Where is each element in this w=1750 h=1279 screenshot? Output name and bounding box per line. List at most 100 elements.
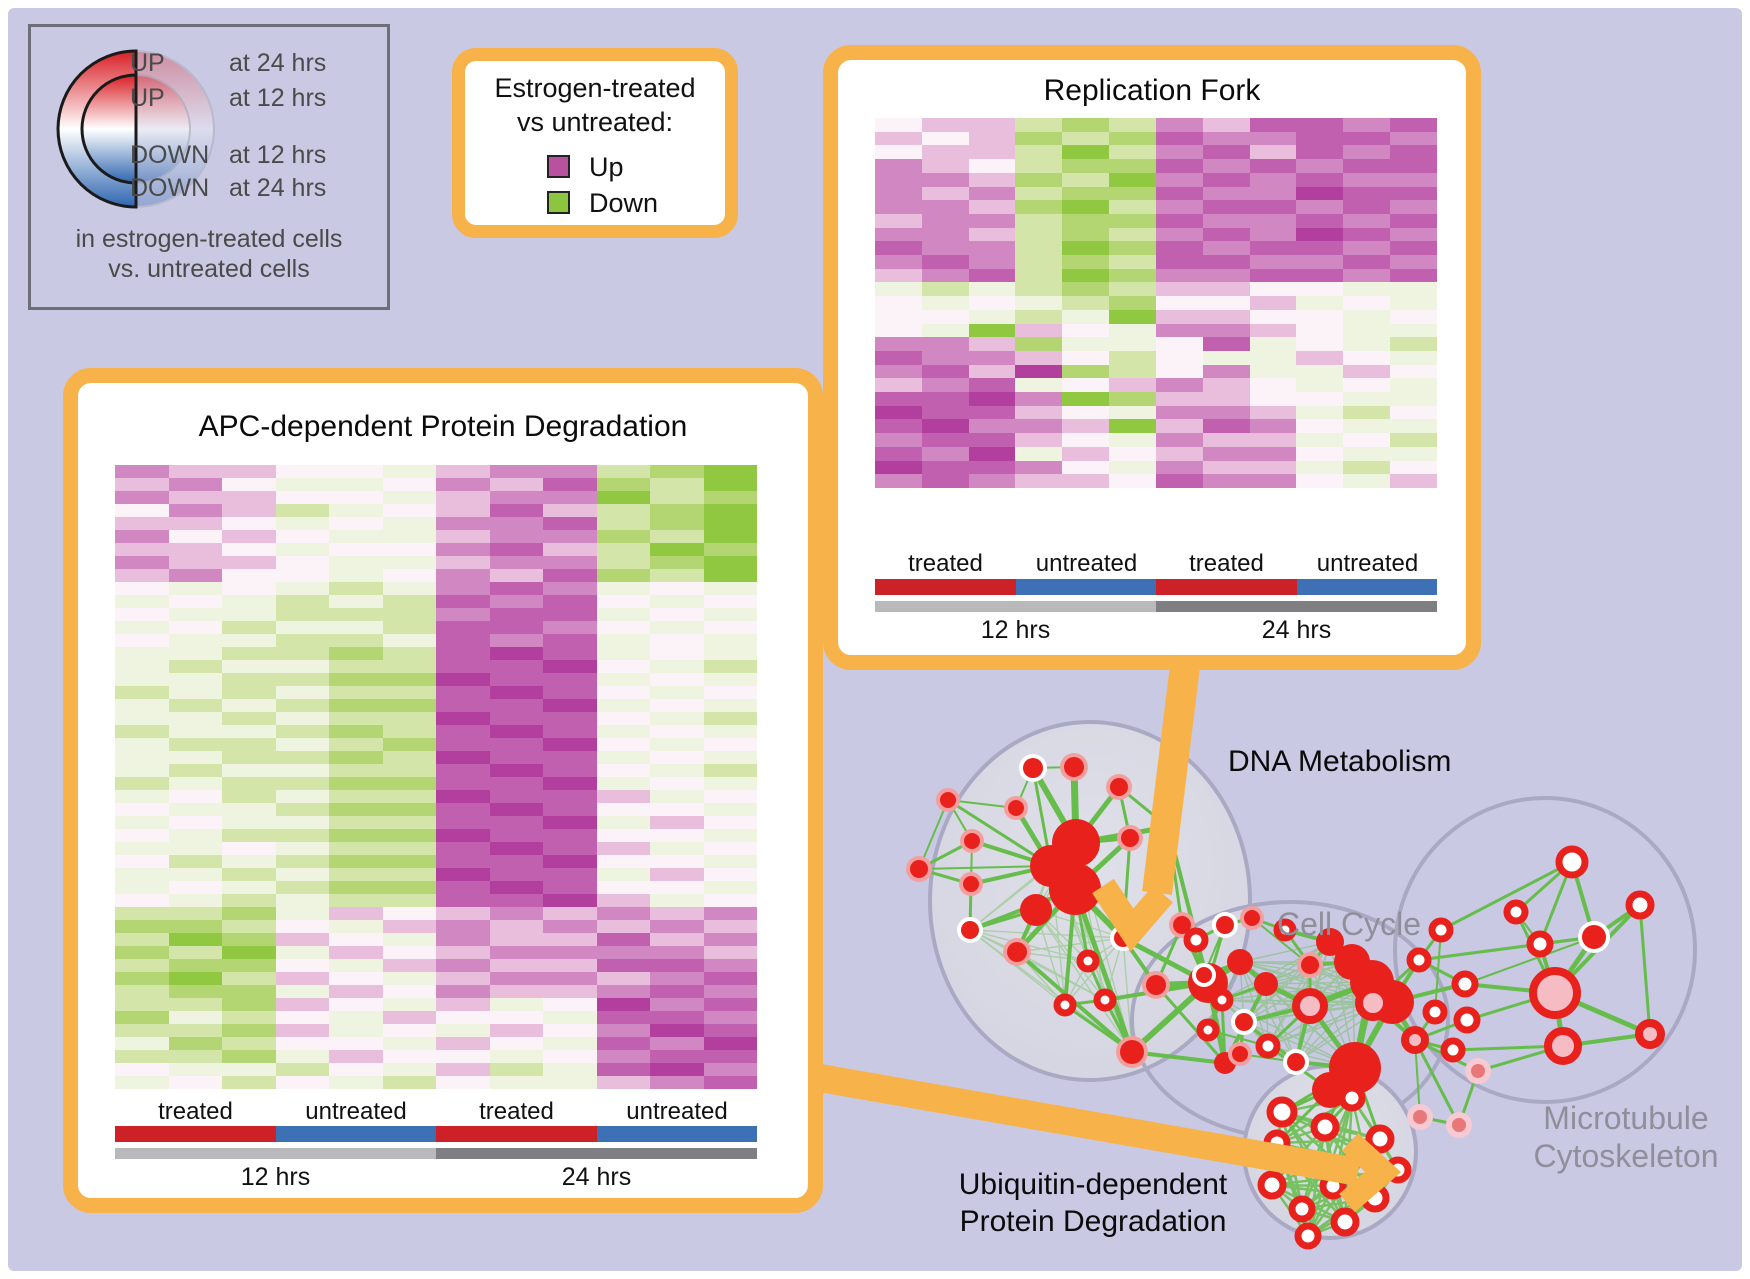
heatmap-cell	[436, 1076, 490, 1089]
heatmap-cell	[875, 145, 922, 160]
heatmap-cell	[703, 829, 757, 842]
heatmap-cell	[1249, 227, 1297, 242]
heatmap-cell	[650, 1024, 704, 1037]
heatmap-cell	[968, 364, 1016, 379]
heatmap-cell	[489, 751, 543, 764]
heatmap-cell	[382, 1037, 436, 1050]
heatmap-cell	[275, 972, 329, 985]
heatmap-cell	[489, 647, 543, 660]
heatmap-cell	[329, 868, 383, 881]
heatmap-cell	[382, 777, 436, 790]
heatmap-cell	[222, 608, 276, 621]
heatmap-cell	[275, 933, 329, 946]
heatmap-cell	[703, 764, 757, 777]
heatmap-cell	[1296, 145, 1344, 160]
heatmap-cell	[222, 647, 276, 660]
gene-node	[1064, 757, 1084, 777]
heatmap-cell	[596, 517, 650, 530]
gene-node	[964, 833, 980, 849]
heatmap-cell	[222, 1076, 276, 1089]
heatmap-cell	[1015, 172, 1063, 187]
heatmap-cell	[650, 803, 704, 816]
heatmap-cell	[1249, 159, 1297, 173]
heatmap-cell	[1015, 392, 1063, 406]
heatmap-cell	[1062, 323, 1110, 338]
heatmap-cell	[703, 660, 757, 673]
heatmap-cell	[650, 608, 704, 621]
heatmap-cell	[436, 504, 490, 517]
rep-24hrs-bar	[1156, 601, 1437, 612]
heatmap-cell	[329, 569, 383, 582]
heatmap-cell	[703, 855, 757, 868]
gene-node	[1146, 975, 1166, 995]
heatmap-cell	[968, 350, 1016, 365]
heatmap-cell	[382, 543, 436, 556]
heatmap-cell	[1343, 337, 1391, 351]
heatmap-cell	[1109, 364, 1156, 379]
heatmap-cell	[596, 647, 650, 660]
heatmap-cell	[382, 582, 436, 595]
heatmap-cell	[489, 907, 543, 920]
heatmap-cell	[703, 699, 757, 712]
heatmap-cell	[275, 634, 329, 647]
heatmap-cell	[875, 282, 922, 297]
heatmap-cell	[1343, 350, 1391, 365]
heatmap-cell	[1155, 392, 1203, 406]
heatmap-cell	[275, 569, 329, 582]
heatmap-cell	[489, 972, 543, 985]
gene-node	[1216, 916, 1234, 934]
heatmap-cell	[275, 712, 329, 725]
heatmap-cell	[1015, 460, 1063, 475]
heatmap-cell	[1015, 474, 1063, 488]
heatmap-cell	[1249, 282, 1297, 297]
heatmap-cell	[703, 1037, 757, 1050]
gene-node	[1440, 1037, 1466, 1063]
heatmap-cell	[543, 777, 597, 790]
heatmap-cell	[1202, 364, 1250, 379]
heatmap-cell	[596, 699, 650, 712]
heatmap-cell	[1296, 337, 1344, 351]
heatmap-cell	[543, 699, 597, 712]
heatmap-cell	[543, 595, 597, 608]
heatmap-cell	[489, 1024, 543, 1037]
heatmap-cell	[650, 1050, 704, 1063]
heatmap-cell	[382, 491, 436, 504]
heatmap-cell	[1109, 186, 1156, 201]
heatmap-cell	[382, 1050, 436, 1063]
heatmap-cell	[650, 1011, 704, 1024]
heatmap-cell	[968, 172, 1016, 187]
heatmap-cell	[1202, 446, 1250, 461]
heatmap-cell	[329, 478, 383, 491]
heatmap-cell	[329, 647, 383, 660]
heatmap-cell	[115, 959, 169, 972]
heatmap-cell	[1062, 186, 1110, 201]
gene-node	[1301, 956, 1319, 974]
heatmap-cell	[875, 255, 922, 269]
heatmap-cell	[1390, 433, 1437, 447]
heatmap-cell	[275, 1037, 329, 1050]
heatmap-cell	[1390, 309, 1437, 324]
heatmap-cell	[1015, 241, 1063, 256]
heatmap-cell	[168, 933, 222, 946]
heatmap-cell	[168, 699, 222, 712]
heatmap-cell	[489, 491, 543, 504]
heatmap-cell	[275, 1024, 329, 1037]
heatmap-cell	[1202, 296, 1250, 310]
heatmap-cell	[875, 323, 922, 338]
heatmap-cell	[222, 569, 276, 582]
heatmap-cell	[596, 1011, 650, 1024]
heatmap-cell	[168, 504, 222, 517]
heatmap-cell	[382, 855, 436, 868]
heatmap-cell	[1296, 282, 1344, 297]
heatmap-cell	[1390, 378, 1437, 393]
heatmap-cell	[875, 405, 922, 420]
heatmap-cell	[222, 920, 276, 933]
heatmap-cell	[115, 712, 169, 725]
gene-node	[1316, 928, 1344, 956]
heatmap-cell	[382, 868, 436, 881]
heatmap-cell	[1249, 364, 1297, 379]
apc-untreated-bar-24	[597, 1126, 757, 1142]
heatmap-cell	[650, 634, 704, 647]
heatmap-cell	[921, 392, 969, 406]
heatmap-cell	[436, 803, 490, 816]
